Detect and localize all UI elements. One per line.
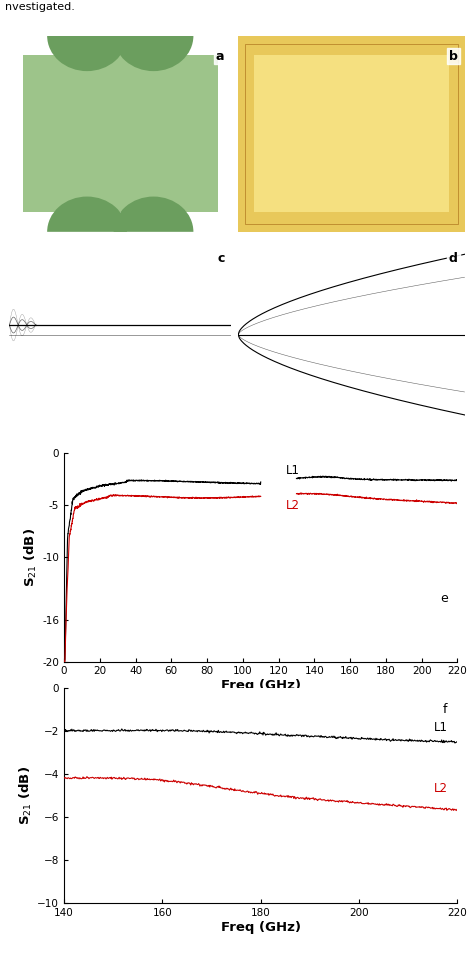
- Wedge shape: [114, 36, 193, 71]
- Text: L1: L1: [286, 464, 300, 477]
- Bar: [254, 55, 449, 212]
- Text: L2: L2: [434, 782, 447, 794]
- Text: nvestigated.: nvestigated.: [5, 3, 74, 12]
- Text: d: d: [449, 252, 458, 266]
- Text: e: e: [440, 593, 447, 605]
- X-axis label: Freq (GHz): Freq (GHz): [221, 679, 301, 692]
- Text: L1: L1: [434, 722, 447, 734]
- Y-axis label: S$_{21}$ (dB): S$_{21}$ (dB): [18, 767, 35, 825]
- Text: L2: L2: [286, 499, 300, 512]
- Wedge shape: [114, 197, 193, 232]
- Text: c: c: [217, 252, 224, 266]
- Text: f: f: [443, 704, 447, 716]
- Text: a: a: [216, 50, 224, 62]
- X-axis label: Freq (GHz): Freq (GHz): [221, 921, 301, 934]
- Bar: [23, 55, 218, 212]
- Wedge shape: [47, 197, 127, 232]
- Text: b: b: [449, 50, 458, 62]
- Wedge shape: [47, 36, 127, 71]
- Y-axis label: S$_{21}$ (dB): S$_{21}$ (dB): [23, 528, 39, 587]
